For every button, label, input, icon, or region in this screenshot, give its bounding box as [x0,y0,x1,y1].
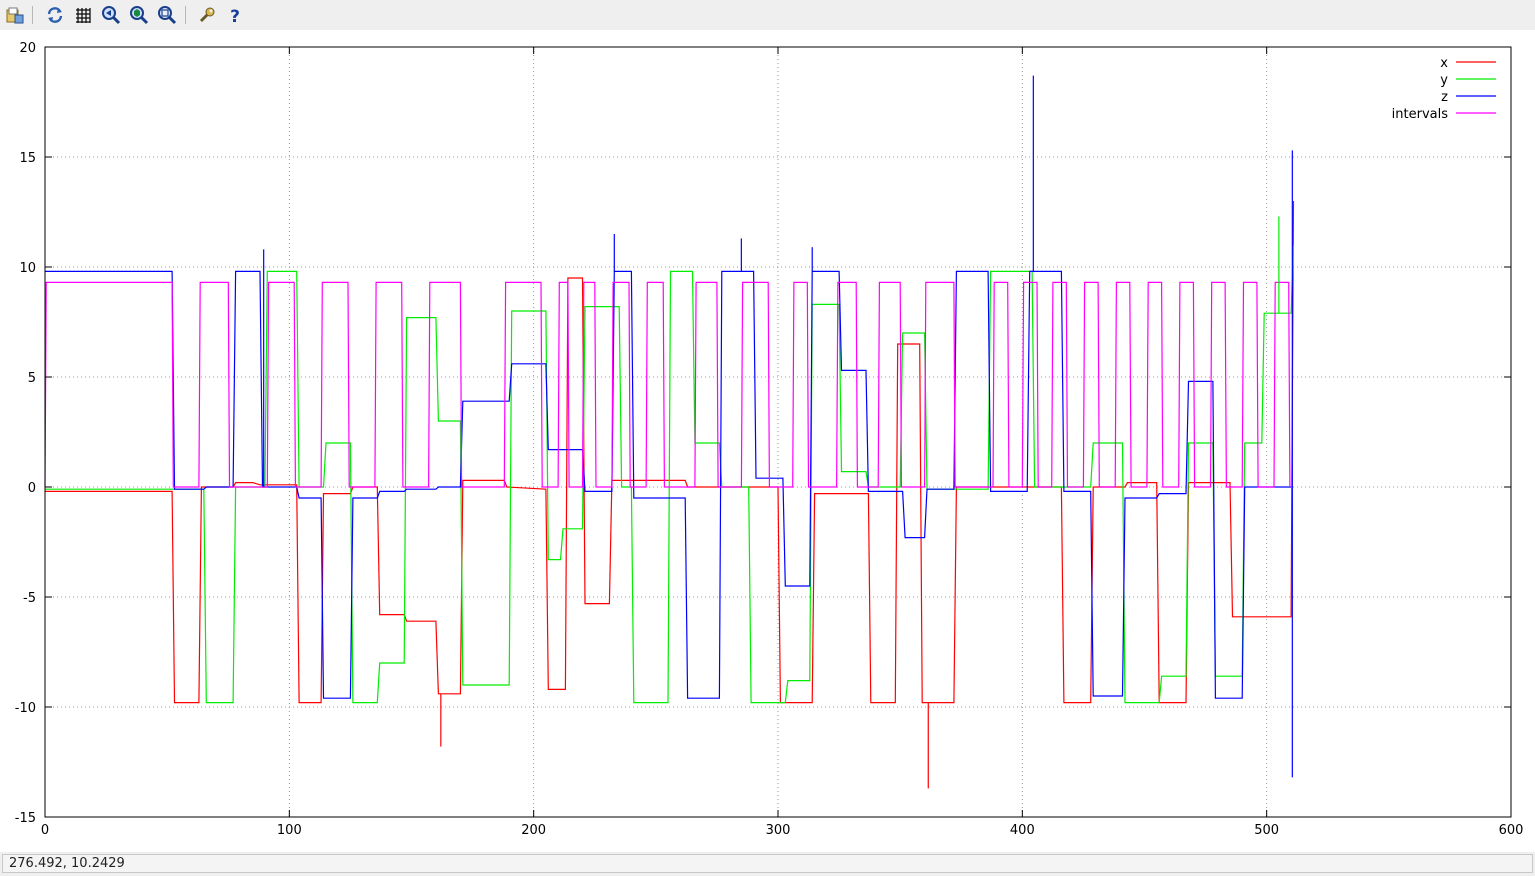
toolbar: ? [0,0,1535,30]
chart-svg[interactable]: 0 100 200 300 400 500 600 -15 -10 -5 0 5 10 15 20 xyzi… [0,30,1535,852]
y-tick-label: -15 [15,811,36,826]
legend-label-y: y [1440,73,1448,88]
status-bar: 276.492, 10.2429 [0,852,1535,876]
legend-label-intervals: intervals [1392,107,1449,122]
series-line-intervals [44,281,1291,488]
y-tick-label: -10 [15,701,36,716]
settings-icon[interactable] [195,3,219,27]
export-icon[interactable] [3,3,27,27]
series-line-x [45,200,1295,704]
y-tick-label: 10 [19,261,36,276]
toolbar-separator [185,6,186,24]
autoscale-icon[interactable] [155,3,179,27]
toolbar-separator [32,6,33,24]
legend-label-z: z [1441,90,1448,105]
y-tick-label: 0 [28,481,36,496]
y-tick-label: 5 [28,371,36,386]
x-tick-label: 300 [766,823,791,838]
zoom-next-icon[interactable] [127,3,151,27]
replot-icon[interactable] [43,3,67,27]
y-tick-label: 20 [19,41,36,56]
cursor-coordinates: 276.492, 10.2429 [2,854,1533,873]
x-tick-label: 0 [41,823,49,838]
x-tick-label: 100 [277,823,302,838]
grid-icon[interactable] [71,3,95,27]
x-tick-label: 400 [1010,823,1035,838]
x-tick-label: 600 [1499,823,1524,838]
zoom-prev-icon[interactable] [99,3,123,27]
y-tick-label: 15 [19,151,36,166]
svg-text:?: ? [230,7,240,24]
series-line-z [45,270,1292,699]
x-tick-label: 200 [521,823,546,838]
series-line-y [45,244,1295,704]
x-tick-label: 500 [1254,823,1279,838]
y-tick-label: -5 [23,591,36,606]
legend-label-x: x [1440,56,1448,71]
help-icon[interactable]: ? [223,3,247,27]
